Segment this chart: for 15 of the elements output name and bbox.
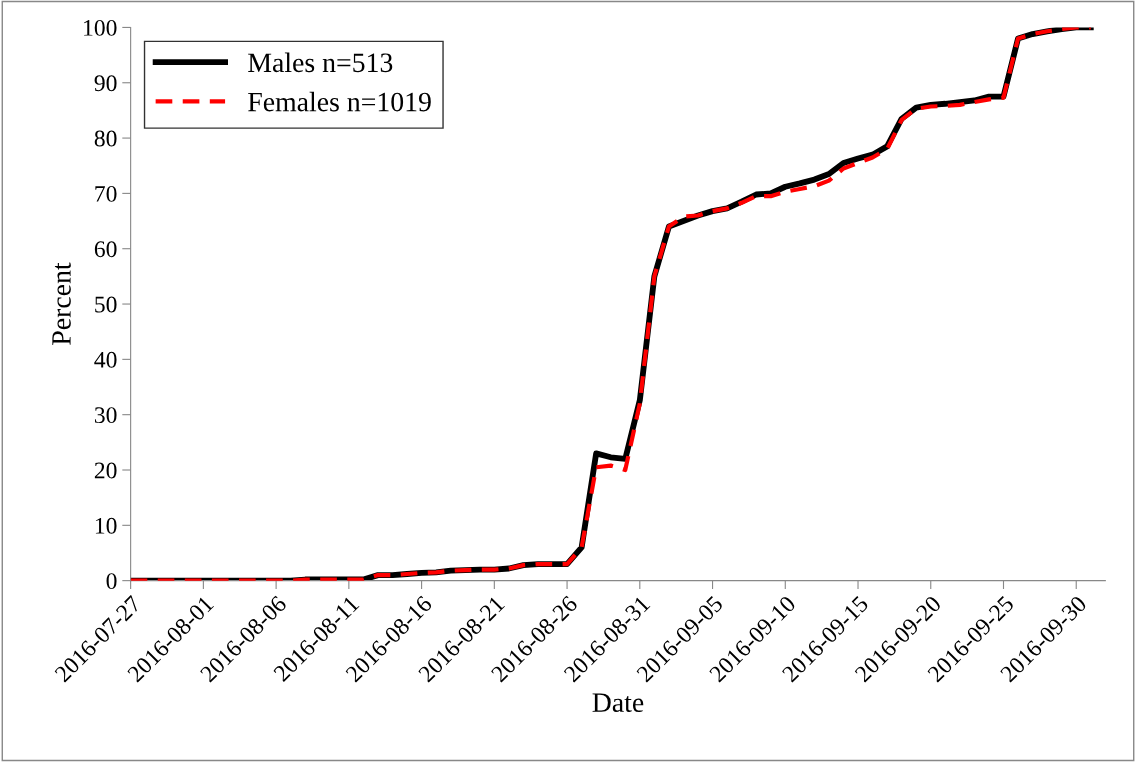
y-tick-label: 80: [94, 130, 117, 147]
y-tick-label: 70: [95, 185, 117, 202]
y-tick-label: 40: [94, 351, 117, 368]
y-tick-label: 10: [95, 517, 117, 534]
y-tick-label: 20: [94, 462, 117, 479]
y-tick-label: 0: [106, 573, 117, 590]
y-tick-label: 30: [94, 407, 117, 424]
x-axis-title: Date: [592, 693, 644, 712]
y-tick-label: 50: [95, 296, 117, 313]
y-tick-label: 60: [94, 241, 117, 258]
y-tick-label: 100: [84, 19, 117, 36]
legend-label: Males n=513: [248, 52, 393, 73]
y-axis-title: Percent: [52, 262, 71, 345]
y-tick-label: 90: [94, 75, 117, 92]
legend-label: Females n=1019: [248, 91, 431, 112]
